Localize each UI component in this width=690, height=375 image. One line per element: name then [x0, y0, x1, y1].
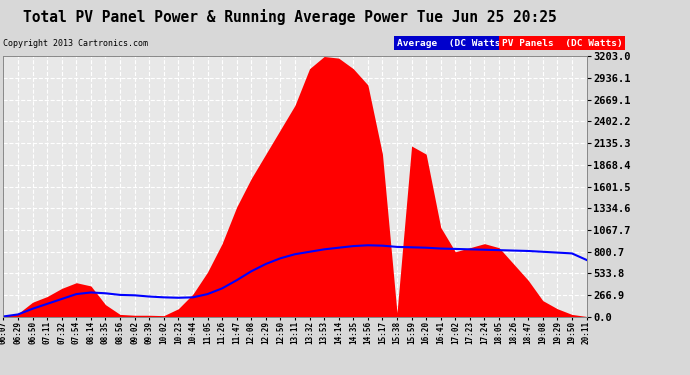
- Text: Average  (DC Watts): Average (DC Watts): [397, 39, 506, 48]
- Text: Copyright 2013 Cartronics.com: Copyright 2013 Cartronics.com: [3, 39, 148, 48]
- Text: Total PV Panel Power & Running Average Power Tue Jun 25 20:25: Total PV Panel Power & Running Average P…: [23, 9, 557, 26]
- Text: PV Panels  (DC Watts): PV Panels (DC Watts): [502, 39, 622, 48]
